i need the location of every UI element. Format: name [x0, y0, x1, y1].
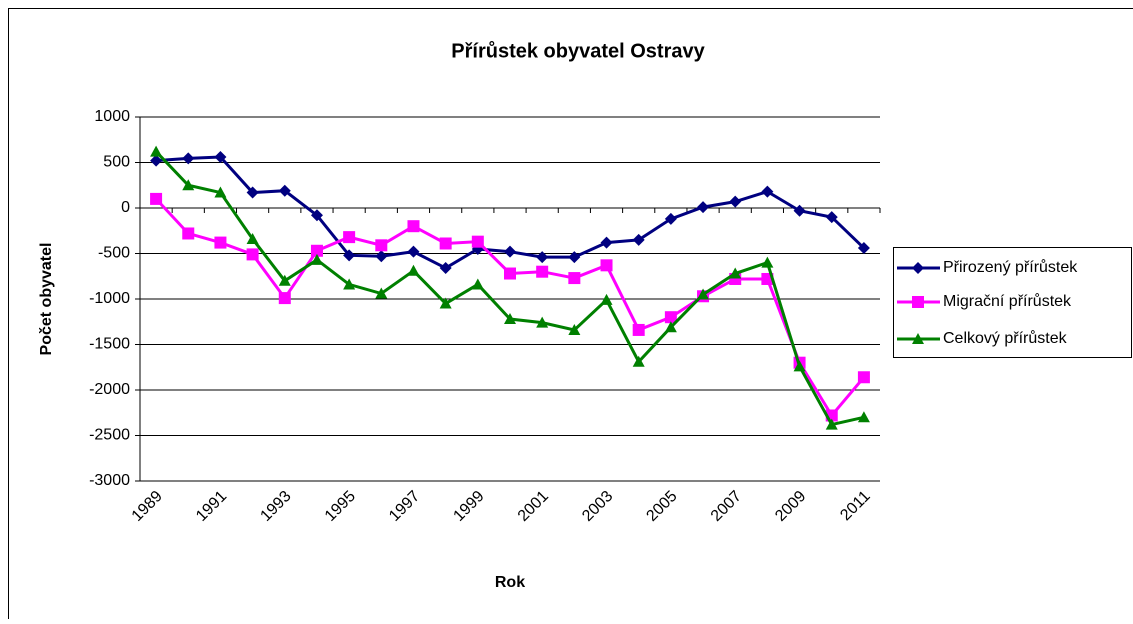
- x-axis-title: Rok: [495, 574, 525, 591]
- point: [375, 239, 387, 251]
- y-tick-label: 1000: [94, 108, 130, 125]
- point: [504, 268, 516, 280]
- y-tick-label: -1000: [89, 290, 130, 307]
- point: [633, 324, 645, 336]
- legend-label: Migrační přírůstek: [943, 292, 1072, 310]
- point: [407, 220, 419, 232]
- y-tick-label: -2500: [89, 427, 130, 444]
- point: [440, 237, 452, 249]
- point: [568, 272, 580, 284]
- y-tick-label: 0: [121, 199, 130, 216]
- point: [182, 227, 194, 239]
- point: [214, 237, 226, 249]
- y-tick-label: -3000: [89, 472, 130, 489]
- y-tick-label: 500: [103, 154, 130, 171]
- y-tick-label: -2000: [89, 381, 130, 398]
- legend-label: Přirozený přírůstek: [943, 258, 1078, 276]
- y-tick-label: -1500: [89, 336, 130, 353]
- y-axis-title: Počet obyvatel: [38, 243, 55, 356]
- y-tick-label: -500: [98, 245, 130, 262]
- point: [150, 193, 162, 205]
- point: [343, 231, 355, 243]
- point: [601, 259, 613, 271]
- point: [472, 236, 484, 248]
- chart-title: Přírůstek obyvatel Ostravy: [451, 40, 705, 62]
- legend-label: Celkový přírůstek: [943, 329, 1068, 347]
- point: [858, 371, 870, 383]
- point: [279, 292, 291, 304]
- point: [247, 248, 259, 260]
- legend-marker: [912, 296, 924, 308]
- point: [536, 266, 548, 278]
